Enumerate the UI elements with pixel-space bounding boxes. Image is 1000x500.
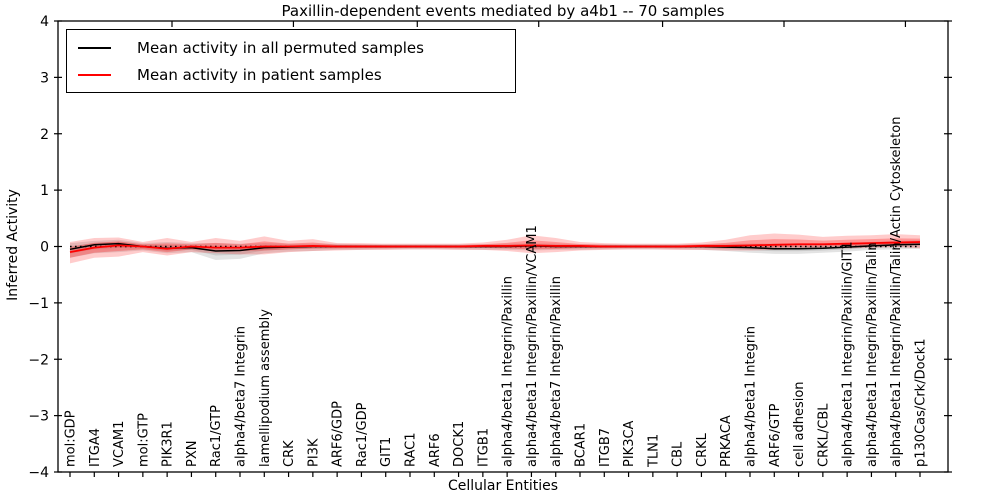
y-tick-label: 4 <box>40 14 49 30</box>
patient-band-outer <box>70 233 920 264</box>
chart-title: Paxillin-dependent events mediated by a4… <box>281 2 725 20</box>
x-tick-label: PRKACA <box>719 415 734 467</box>
permuted-line-swatch <box>78 46 111 49</box>
x-tick-label: RAC1 <box>404 432 419 467</box>
x-tick-label: mol:GTP <box>136 413 151 467</box>
legend-label-permuted: Mean activity in all permuted samples <box>137 38 424 57</box>
x-tick-label: ARF6/GDP <box>331 401 346 467</box>
x-tick-label: TLN1 <box>646 434 661 468</box>
x-tick-label: alpha4/beta1 Integrin <box>744 326 759 467</box>
x-tick-label: Rac1/GTP <box>209 405 224 467</box>
x-tick-label: PI3K <box>306 438 321 467</box>
x-tick-label: alpha4/beta7 Integrin/Paxillin <box>549 276 564 467</box>
y-tick-label: −3 <box>28 409 49 425</box>
x-tick-label: ARF6/GTP <box>768 403 783 467</box>
y-axis-label: Inferred Activity <box>5 189 21 301</box>
patient-line-swatch <box>78 73 111 76</box>
permuted-band-inner <box>70 241 920 256</box>
x-tick-label: ITGB7 <box>598 428 613 467</box>
x-tick-label: VCAM1 <box>112 421 127 467</box>
x-tick-label: ITGA4 <box>88 428 103 467</box>
x-tick-label: cell adhesion <box>792 381 807 467</box>
y-tick-label: 1 <box>40 183 49 199</box>
y-tick-label: 2 <box>40 127 49 143</box>
legend-label-patient: Mean activity in patient samples <box>137 65 382 84</box>
legend: Mean activity in all permuted samples Me… <box>66 29 516 93</box>
x-tick-label: ARF6 <box>428 433 443 467</box>
y-tick-label: −4 <box>28 465 49 481</box>
x-tick-label: CRKL/CBL <box>816 403 831 467</box>
y-tick-label: 0 <box>40 240 49 256</box>
patient-mean-line <box>69 241 921 254</box>
x-tick-label: PIK3CA <box>622 420 637 467</box>
y-tick-label: −1 <box>28 296 49 312</box>
x-tick-label: alpha4/beta1 Integrin/Paxillin <box>501 276 516 467</box>
y-tick-label: 3 <box>40 70 49 86</box>
x-tick-label: mol:GDP <box>64 410 79 467</box>
x-tick-label: alpha4/beta1 Integrin/Paxillin/Talin <box>865 242 880 467</box>
x-tick-label: Rac1/GDP <box>355 402 370 467</box>
x-tick-label: PIK3R1 <box>161 421 176 467</box>
x-tick-label: DOCK1 <box>452 421 467 467</box>
y-tick-label: −2 <box>28 352 49 368</box>
x-tick-label: alpha4/beta1 Integrin/Paxillin/GIT1 <box>841 241 856 467</box>
patient-band-inner <box>70 238 920 258</box>
x-axis-label: Cellular Entities <box>447 478 559 494</box>
permuted-band-outer <box>70 239 920 261</box>
x-tick-label: CBL <box>671 441 686 467</box>
x-tick-label: BCAR1 <box>574 423 589 467</box>
legend-entry-permuted: Mean activity in all permuted samples <box>67 38 515 58</box>
x-tick-label: ITGB1 <box>476 428 491 467</box>
x-tick-label: p130Cas/Crk/Dock1 <box>914 338 929 467</box>
x-tick-label: alpha4/beta7 Integrin <box>234 326 249 467</box>
x-tick-label: PXN <box>185 441 200 467</box>
x-tick-label: GIT1 <box>379 437 394 467</box>
x-tick-label: lamellipodium assembly <box>258 309 273 467</box>
x-tick-label: CRKL <box>695 432 710 467</box>
x-tick-label: alpha4/beta1 Integrin/Paxillin/Talin/Act… <box>889 117 904 467</box>
x-tick-label: alpha4/beta1 Integrin/Paxillin/VCAM1 <box>525 225 540 467</box>
legend-entry-patient: Mean activity in patient samples <box>67 65 515 85</box>
x-tick-label: CRK <box>282 440 297 467</box>
